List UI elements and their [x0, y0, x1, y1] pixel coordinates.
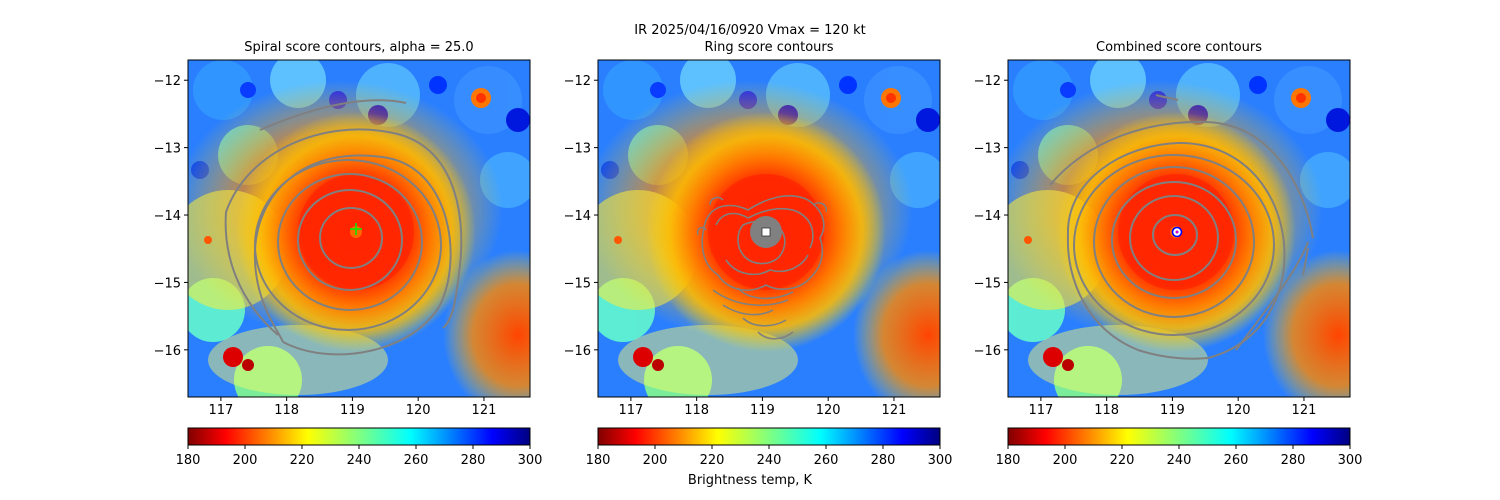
panel-spiral: 117 118 119 120 121 −12 −13 −14 −15 −16: [154, 59, 531, 418]
combined-center-marker: [1171, 226, 1183, 238]
colorbar-tick-label: 260: [1224, 453, 1249, 468]
colorbar-tick-label: 260: [814, 453, 839, 468]
ring-contours: [696, 195, 828, 340]
y-tick-label: −15: [974, 276, 1001, 291]
x-tick-label: 121: [1292, 403, 1317, 418]
colorbar-3: 180 200 220 240 260 280 300: [996, 427, 1363, 468]
y-tick-label: −13: [974, 142, 1001, 157]
y-tick-label: −16: [564, 344, 591, 359]
colorbar-tick-label: 200: [1053, 453, 1078, 468]
colorbar-2: 180 200 220 240 260 280 300: [586, 427, 953, 468]
panel-ring: 117 118 119 120 121 −12 −13 −14 −15 −16: [564, 59, 941, 418]
y-tick-label: −12: [564, 74, 591, 89]
colorbar-tick-label: 280: [871, 453, 896, 468]
colorbar-tick-label: 200: [643, 453, 668, 468]
colorbar-tick-label: 240: [1167, 453, 1192, 468]
figure-suptitle: IR 2025/04/16/0920 Vmax = 120 kt: [634, 23, 866, 38]
colorbar-tick-label: 280: [461, 453, 486, 468]
y-tick-label: −12: [154, 74, 181, 89]
colorbar-tick-label: 180: [586, 453, 611, 468]
colorbar-tick-label: 220: [700, 453, 725, 468]
x-tick-label: 119: [1160, 403, 1185, 418]
spiral-image: [188, 60, 530, 397]
x-tick-label: 118: [1094, 403, 1119, 418]
spiral-axes: 117 118 119 120 121 −12 −13 −14 −15 −16: [154, 74, 497, 418]
x-tick-label: 121: [472, 403, 497, 418]
colorbar-tick-label: 220: [290, 453, 315, 468]
combined-image: [1008, 60, 1350, 397]
y-tick-label: −16: [974, 344, 1001, 359]
colorbar-label: Brightness temp, K: [687, 473, 813, 488]
combined-axes: 117 118 119 120 121 −12 −13 −14 −15 −16: [974, 74, 1317, 418]
colorbar-tick-label: 220: [1110, 453, 1135, 468]
x-tick-label: 119: [750, 403, 775, 418]
panel-title-spiral: Spiral score contours, alpha = 25.0: [244, 40, 474, 55]
colorbar-tick-label: 240: [757, 453, 782, 468]
x-tick-label: 118: [684, 403, 709, 418]
x-tick-label: 120: [406, 403, 431, 418]
panel-combined: 117 118 119 120 121 −12 −13 −14 −15 −16: [974, 59, 1351, 418]
panel-title-combined: Combined score contours: [1096, 40, 1262, 55]
y-tick-label: −15: [564, 276, 591, 291]
colorbar-tick-label: 300: [928, 453, 953, 468]
colorbar-tick-label: 300: [518, 453, 543, 468]
y-tick-label: −14: [154, 209, 181, 224]
y-tick-label: −14: [974, 209, 1001, 224]
y-tick-label: −14: [564, 209, 591, 224]
ring-image: [598, 60, 940, 397]
x-tick-label: 120: [1226, 403, 1251, 418]
x-tick-label: 117: [1028, 403, 1053, 418]
spiral-contours: [224, 99, 463, 356]
combined-contours: [1049, 94, 1314, 360]
x-tick-label: 117: [208, 403, 233, 418]
colorbar-tick-label: 260: [404, 453, 429, 468]
x-tick-label: 121: [882, 403, 907, 418]
ring-center-marker: [761, 227, 771, 237]
y-tick-label: −12: [974, 74, 1001, 89]
ring-axes: 117 118 119 120 121 −12 −13 −14 −15 −16: [564, 74, 907, 418]
x-tick-label: 119: [340, 403, 365, 418]
colorbar-tick-label: 240: [347, 453, 372, 468]
y-tick-label: −13: [154, 142, 181, 157]
x-tick-label: 120: [816, 403, 841, 418]
x-tick-label: 118: [274, 403, 299, 418]
colorbar-tick-label: 300: [1338, 453, 1363, 468]
colorbar-tick-label: 180: [176, 453, 201, 468]
panel-title-ring: Ring score contours: [704, 40, 834, 55]
colorbar-tick-label: 280: [1281, 453, 1306, 468]
y-tick-label: −15: [154, 276, 181, 291]
colorbar-1: 180 200 220 240 260 280 300: [176, 427, 543, 468]
colorbar-tick-label: 200: [233, 453, 258, 468]
y-tick-label: −16: [154, 344, 181, 359]
spiral-center-marker: [350, 223, 362, 235]
colorbar-tick-label: 180: [996, 453, 1021, 468]
y-tick-label: −13: [564, 142, 591, 157]
x-tick-label: 117: [618, 403, 643, 418]
